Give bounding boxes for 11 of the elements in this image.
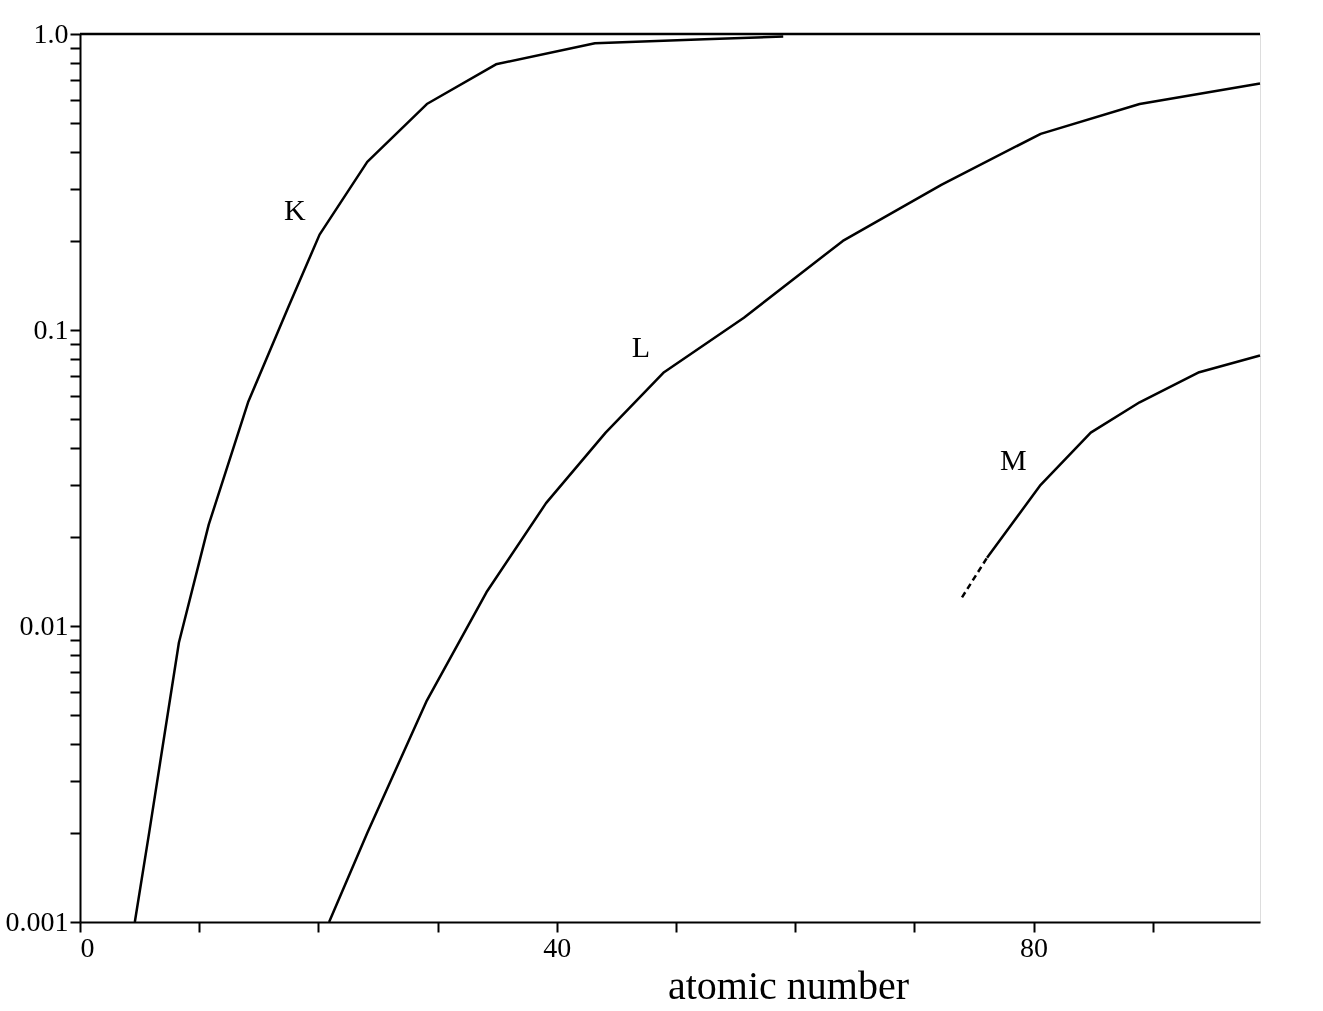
series-label: K: [283, 192, 306, 226]
x-tick-label: 40: [543, 931, 572, 963]
x-tick-label: 0: [80, 931, 95, 963]
series-label: L: [631, 330, 651, 364]
y-tick-label: 0.1: [33, 313, 69, 345]
y-tick-label: 0.01: [19, 609, 69, 641]
series-label: M: [1000, 442, 1027, 476]
y-tick-label: 0.001: [5, 905, 69, 937]
x-axis-title: atomic number: [667, 962, 910, 1008]
y-tick-label: 1.0: [33, 17, 69, 49]
x-tick-label: 80: [1020, 931, 1049, 963]
